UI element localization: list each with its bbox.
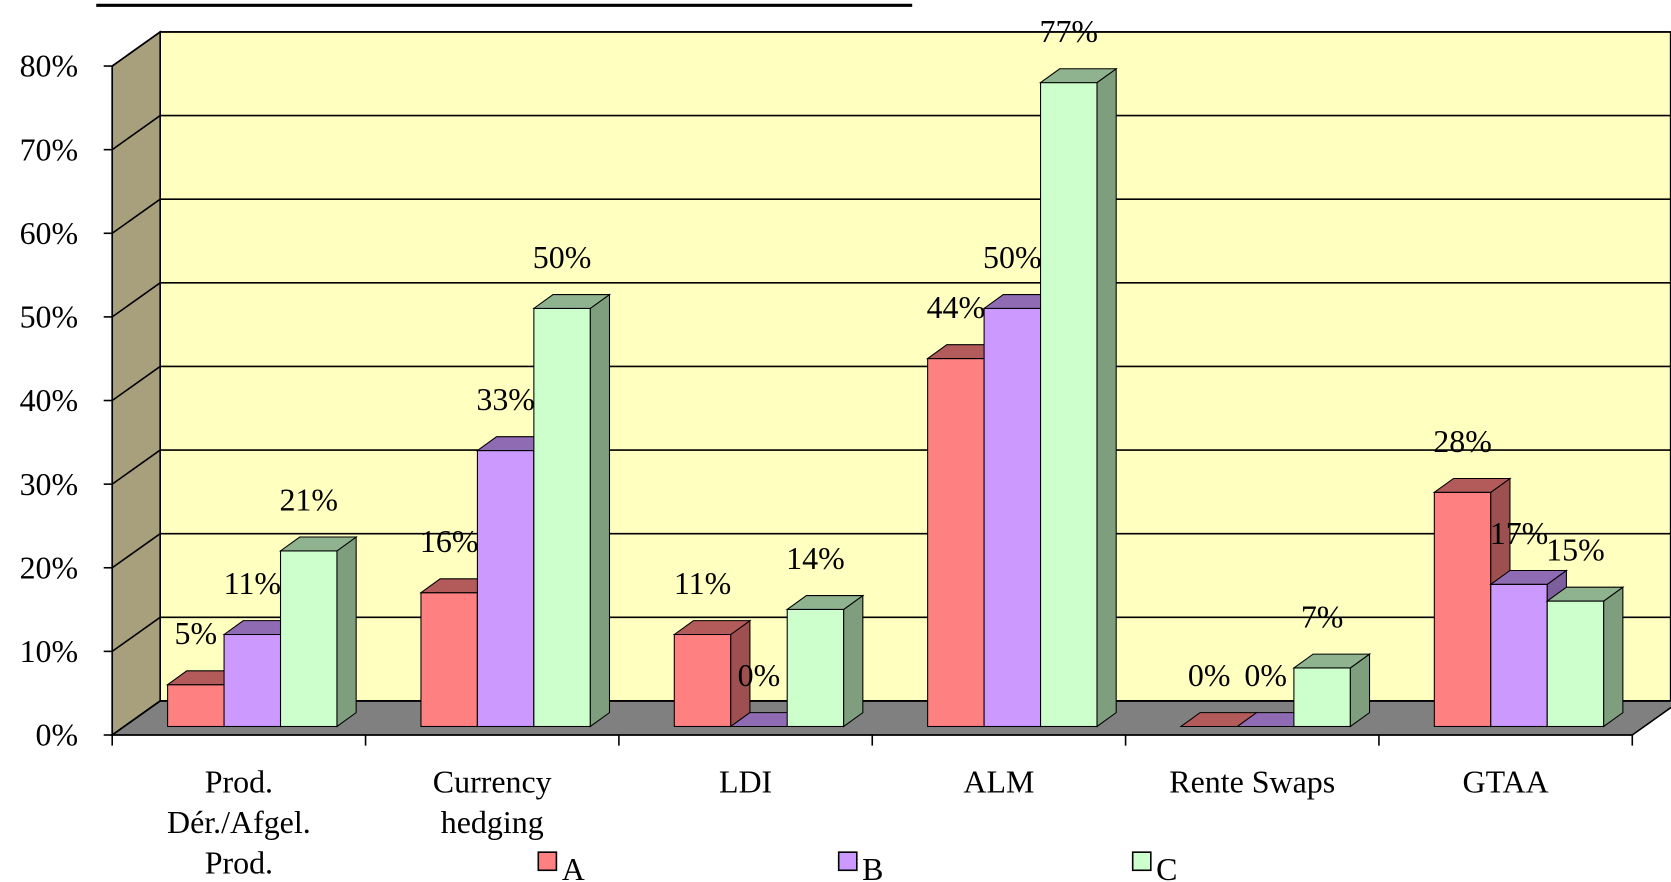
- y-tick-label: 30%: [20, 467, 79, 502]
- data-label: 15%: [1546, 533, 1605, 568]
- bar-top: [1292, 653, 1372, 669]
- data-label: 17%: [1490, 516, 1549, 551]
- data-label: 14%: [786, 541, 845, 576]
- data-label: 21%: [279, 482, 338, 517]
- bar-side: [1603, 586, 1624, 728]
- bar-front: [927, 358, 985, 728]
- grid-line: [111, 365, 1671, 402]
- bar-front: [1433, 491, 1492, 728]
- y-tick-label: 40%: [20, 383, 79, 418]
- grid-line: [111, 700, 1671, 736]
- data-label: 0%: [1244, 658, 1287, 693]
- y-tick-label: 0%: [36, 718, 79, 753]
- data-label: 5%: [175, 616, 218, 651]
- bar: [532, 293, 612, 728]
- x-tick-label: LDI: [719, 765, 772, 800]
- bar-front: [420, 592, 478, 728]
- legend-label: A: [562, 852, 585, 882]
- data-label: 7%: [1301, 599, 1344, 634]
- bar-front: [983, 307, 1042, 728]
- data-label: 16%: [420, 524, 479, 559]
- y-tick-label: 70%: [20, 132, 79, 167]
- legend-label: C: [1156, 852, 1177, 882]
- bar-top: [532, 294, 612, 309]
- legend-swatch: [837, 851, 858, 872]
- legend-swatch: [1131, 851, 1152, 872]
- grid-line: [111, 198, 1671, 234]
- y-tick-label: 10%: [20, 634, 79, 669]
- bar-side: [843, 594, 864, 728]
- bar-top: [1038, 68, 1118, 84]
- bar-top: [1545, 586, 1625, 602]
- bar: [672, 619, 752, 728]
- y-tick-label: 80%: [20, 49, 79, 84]
- legend-label: B: [862, 852, 883, 882]
- bar-top: [1432, 477, 1512, 493]
- x-tick-label: ALM: [963, 765, 1034, 800]
- y-tick-label: 20%: [20, 550, 79, 585]
- data-label: 33%: [476, 382, 535, 417]
- data-label: 11%: [224, 566, 281, 601]
- data-label: 11%: [674, 566, 731, 601]
- bar-top: [672, 620, 752, 636]
- x-tick-label: GTAA: [1463, 765, 1549, 800]
- bar: [1545, 586, 1625, 728]
- y-tick-label: 60%: [20, 216, 79, 251]
- x-tick-label: Prod. Dér./Afgel. Prod.: [167, 765, 311, 881]
- data-label: 50%: [983, 240, 1042, 275]
- bar-front: [533, 307, 591, 728]
- bar-side: [589, 293, 611, 728]
- bar-front: [167, 684, 225, 728]
- bar: [278, 535, 358, 728]
- grid-line: [111, 282, 1671, 318]
- data-label: 0%: [1188, 658, 1231, 693]
- bar-top: [278, 536, 358, 552]
- data-label: 50%: [533, 240, 592, 275]
- bar-front: [1546, 600, 1605, 728]
- data-label: 0%: [738, 658, 781, 693]
- bar-front: [279, 550, 338, 728]
- y-tick-label: 50%: [20, 300, 79, 335]
- bar-top: [785, 595, 865, 610]
- grid-line: [111, 616, 1671, 653]
- bar-top: [1489, 569, 1569, 585]
- bar-side: [1096, 67, 1117, 728]
- bar-front: [223, 633, 282, 728]
- bar-front: [673, 633, 732, 728]
- data-label: 44%: [927, 290, 986, 325]
- bar: [1292, 653, 1372, 728]
- legend-swatch: [537, 851, 558, 872]
- bar-front: [1040, 82, 1098, 728]
- grid-line: [111, 532, 1671, 569]
- bar-front: [786, 608, 845, 728]
- bar: [785, 594, 865, 728]
- bar-side: [336, 535, 357, 728]
- grid-line: [111, 114, 1671, 151]
- grid-line: [111, 31, 1671, 67]
- bar-front: [476, 450, 535, 728]
- bar: [1038, 67, 1118, 728]
- data-label: 28%: [1433, 424, 1492, 459]
- x-tick-label: Rente Swaps: [1169, 765, 1335, 800]
- grid-line: [111, 449, 1671, 485]
- data-label: 77%: [1040, 14, 1099, 49]
- bar-front: [1293, 667, 1351, 728]
- x-tick-label: Currency hedging: [433, 765, 552, 840]
- bar-front: [1490, 583, 1548, 728]
